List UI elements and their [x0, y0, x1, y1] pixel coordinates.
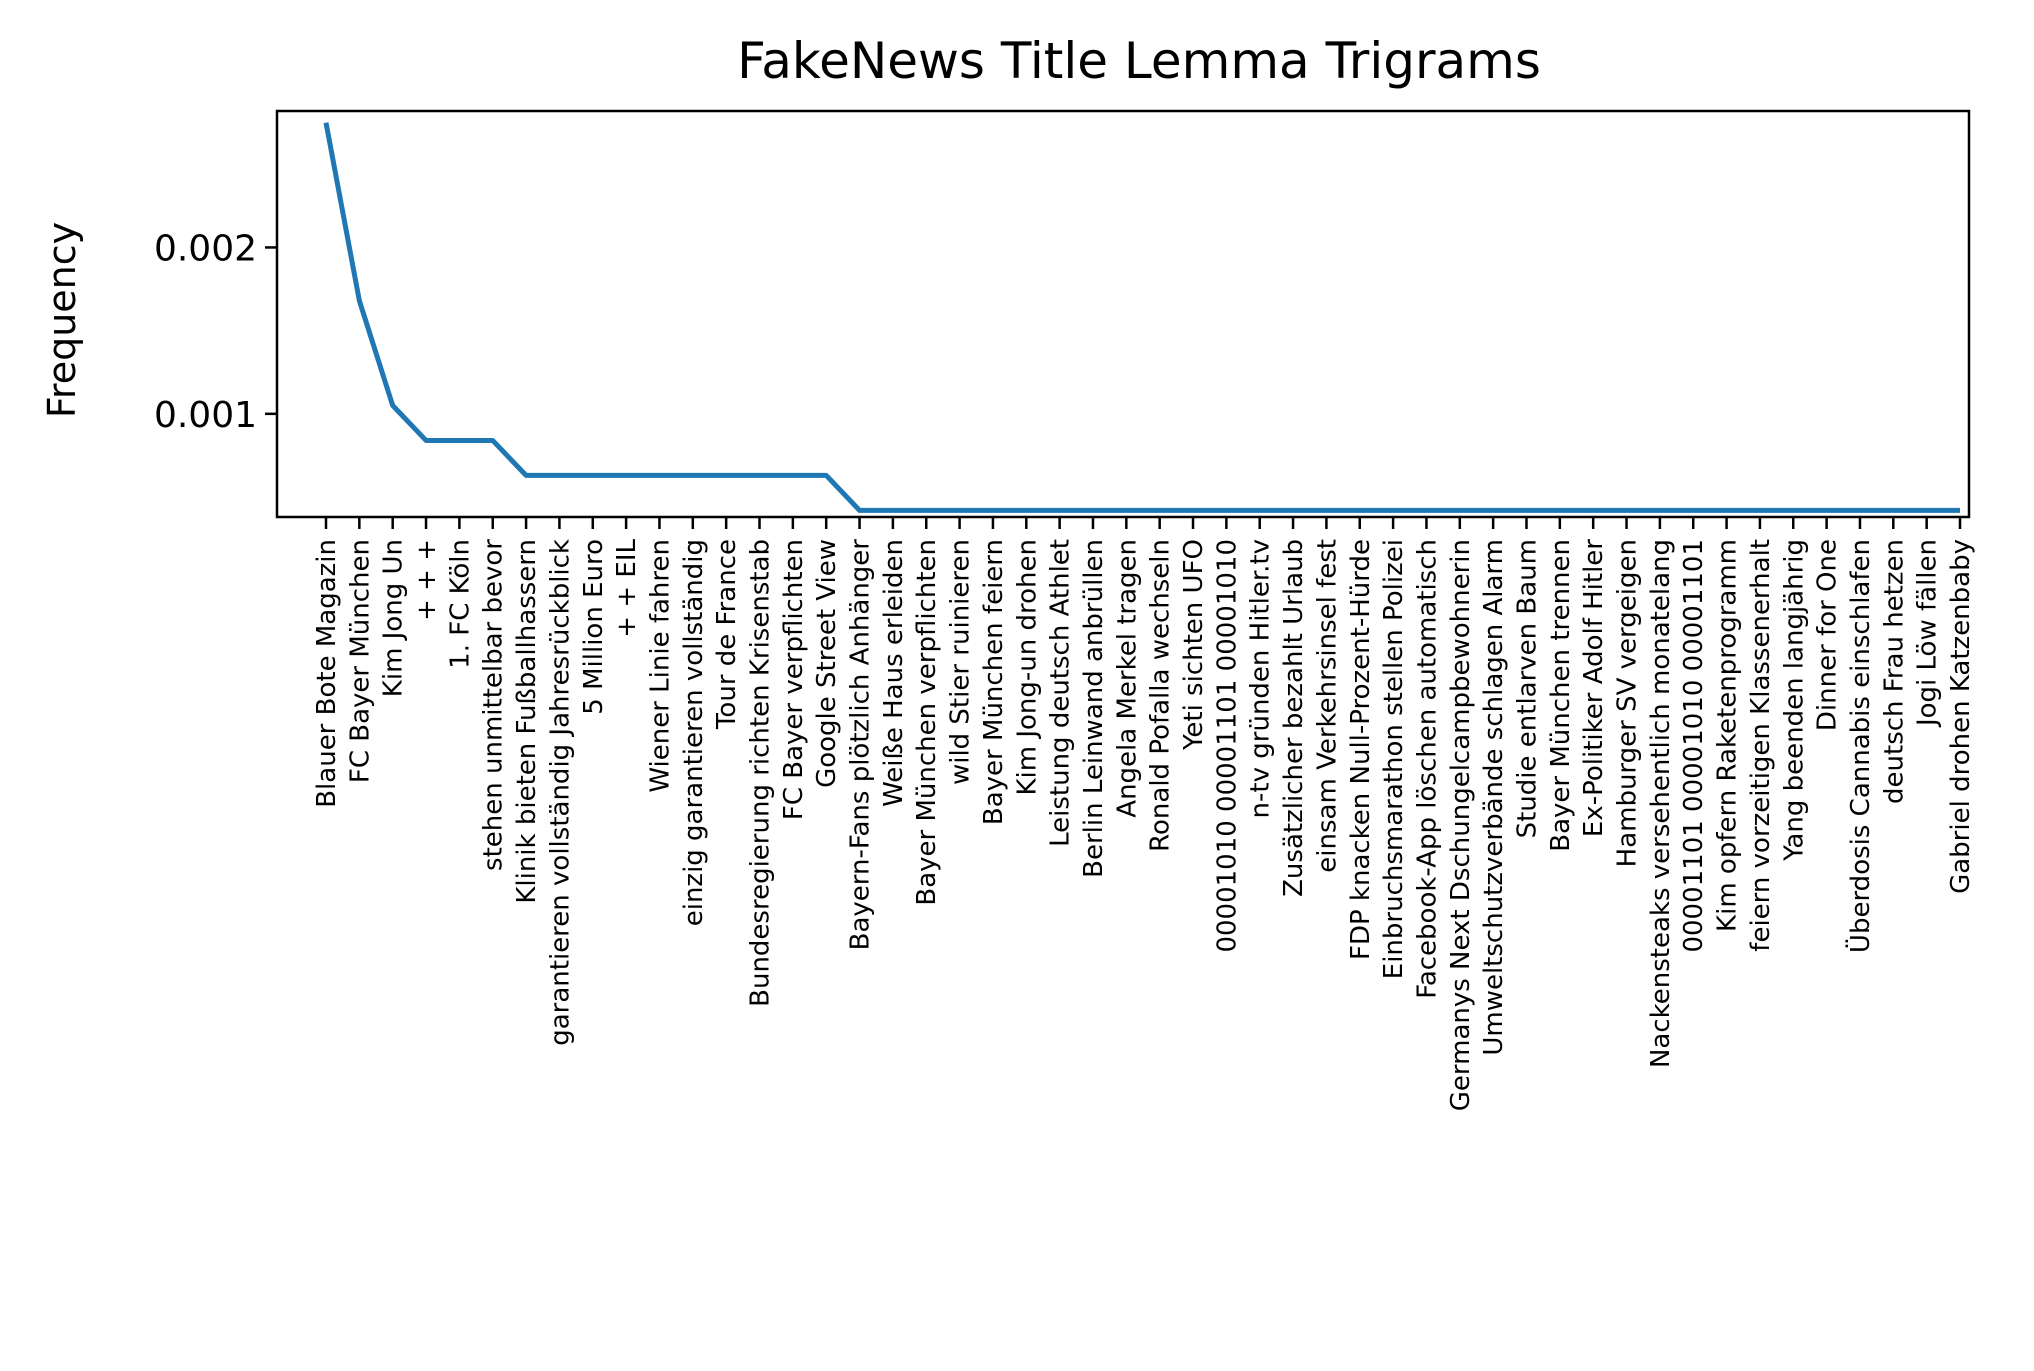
x-tick-label: wild Stier ruinieren — [946, 539, 976, 785]
x-tick-label: Yang beenden langjährig — [1779, 539, 1809, 862]
x-tick-label: Google Street View — [812, 539, 842, 788]
y-tick-label: 0.002 — [154, 228, 257, 269]
x-tick-label: Bayer München trennen — [1546, 539, 1576, 852]
plot-area-frame — [275, 109, 1971, 519]
x-tick-label: Bayer München verpflichten — [912, 539, 942, 906]
x-tick-label: Studie entlarven Baum — [1512, 539, 1542, 838]
x-tick-label: Ronald Pofalla wechseln — [1146, 539, 1176, 852]
x-tick-label: Ex-Politiker Adolf Hitler — [1579, 539, 1609, 837]
x-tick-label: Germanys Next Dschungelcampbewohnerin — [1446, 539, 1476, 1111]
x-tick-label: Nackensteaks versehentlich monatelang — [1646, 539, 1676, 1068]
x-tick-label: 00001010 00001101 00001010 — [1212, 539, 1242, 953]
x-tick-label: feiern vorzeitigen Klassenerhalt — [1746, 539, 1776, 952]
x-tick-label: Einbruchsmarathon stellen Polizei — [1379, 539, 1409, 979]
x-tick-label: Zusätzlicher bezahlt Urlaub — [1279, 539, 1309, 897]
x-tick-label: Bayern-Fans plötzlich Anhänger — [846, 539, 876, 951]
x-tick-label: Leistung deutsch Athlet — [1046, 539, 1076, 847]
x-tick-label: Jogi Löw fällen — [1913, 539, 1943, 728]
x-tick-label: einsam Verkehrsinsel fest — [1312, 539, 1342, 873]
y-axis-label: Frequency — [40, 222, 84, 418]
x-tick-label: Umweltschutzverbände schlagen Alarm — [1479, 539, 1509, 1056]
x-tick-label: Blauer Bote Magazin — [312, 539, 342, 808]
x-tick-label: Bundesregierung richten Krisenstab — [746, 539, 776, 1007]
frequency-line — [323, 122, 1960, 513]
x-tick-label: FDP knacken Null-Prozent-Hürde — [1346, 539, 1376, 960]
chart-title: FakeNews Title Lemma Trigrams — [737, 32, 1541, 90]
x-tick-label: Überdosis Cannabis einschlafen — [1844, 539, 1876, 953]
x-tick-label: einzig garantieren vollständig — [679, 539, 709, 926]
x-tick-label: 5 Million Euro — [579, 539, 609, 715]
x-tick-label: + + + — [412, 539, 442, 621]
x-tick-label: Facebook-App löschen automatisch — [1412, 539, 1442, 999]
x-tick-label: Kim Jong Un — [379, 539, 409, 697]
y-axis-ticks: 0.001 0.002 — [154, 228, 277, 436]
x-tick-label: 00001101 00001010 00001101 — [1679, 539, 1709, 953]
x-tick-label: Wiener Linie fahren — [645, 539, 675, 793]
x-tick-label: Hamburger SV vergeigen — [1613, 539, 1643, 867]
x-tick-label: Berlin Leinwand anbrüllen — [1079, 539, 1109, 878]
x-tick-label: Bayer München feiern — [979, 539, 1009, 825]
x-tick-label: Kim Jong-un drohen — [1012, 539, 1042, 796]
x-tick-label: garantieren vollständig Jahresrückblick — [545, 539, 575, 1046]
y-tick-label: 0.001 — [154, 395, 257, 436]
x-tick-label: n-tv gründen Hitler.tv — [1246, 539, 1276, 818]
x-tick-label: Klinik bieten Fußballhassern — [512, 539, 542, 904]
x-tick-label: FC Bayer München — [345, 539, 375, 783]
x-tick-label: FC Bayer verpflichten — [779, 539, 809, 820]
x-tick-label: Dinner for One — [1813, 539, 1843, 731]
x-tick-label: 1. FC Köln — [445, 539, 475, 669]
x-tick-label: Weiße Haus erleiden — [879, 539, 909, 807]
x-tick-label: + + EIL — [612, 538, 642, 637]
x-tick-label: Yeti sichten UFO — [1179, 539, 1209, 751]
x-tick-label: Tour de France — [712, 539, 742, 730]
x-tick-label: stehen unmittelbar bevor — [479, 539, 509, 871]
x-axis-ticks: Blauer Bote Magazin FC Bayer München Kim J… — [312, 517, 1976, 1111]
x-tick-label: Gabriel drohen Katzenbaby — [1946, 539, 1976, 894]
x-tick-label: deutsch Frau hetzen — [1879, 539, 1909, 804]
x-tick-label: Kim opfern Raketenprogramm — [1713, 539, 1743, 932]
x-tick-label: Angela Merkel tragen — [1112, 539, 1142, 818]
